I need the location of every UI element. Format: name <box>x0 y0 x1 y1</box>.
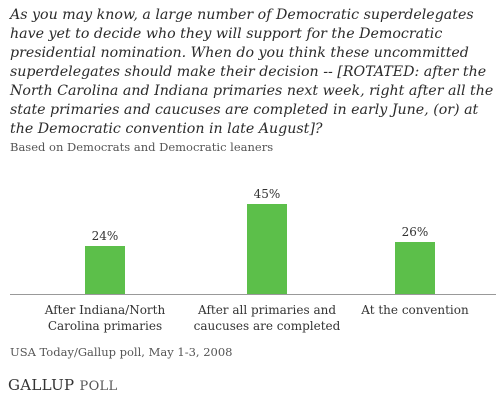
logo-poll: POLL <box>79 379 118 394</box>
value-label-1: 24% <box>92 229 119 243</box>
category-label-3: At the convention <box>360 303 469 317</box>
value-label-3: 26% <box>402 225 429 239</box>
category-label-1: After Indiana/North Carolina primaries <box>44 303 166 333</box>
source-note: USA Today/Gallup poll, May 1-3, 2008 <box>10 345 233 359</box>
logo-main: GALLUP <box>8 376 75 394</box>
bar-chart: 24% After Indiana/North Carolina primaries… <box>10 187 496 333</box>
category-label-line: After Indiana/North <box>44 303 166 317</box>
category-label-2: After all primaries and caucuses are comp… <box>194 303 341 333</box>
bar-1 <box>85 246 125 294</box>
gallup-poll-logo: GALLUP POLL <box>8 376 117 394</box>
value-label-2: 45% <box>254 187 281 201</box>
category-label-line: Carolina primaries <box>48 319 162 333</box>
bar-2 <box>247 204 287 294</box>
category-label-line: After all primaries and <box>197 303 336 317</box>
bar-3 <box>395 242 435 294</box>
category-label-line: caucuses are completed <box>194 319 341 333</box>
question-text: As you may know, a large number of Democ… <box>10 7 494 137</box>
chart-subtitle: Based on Democrats and Democratic leaner… <box>10 140 274 154</box>
category-label-line: At the convention <box>360 303 469 317</box>
